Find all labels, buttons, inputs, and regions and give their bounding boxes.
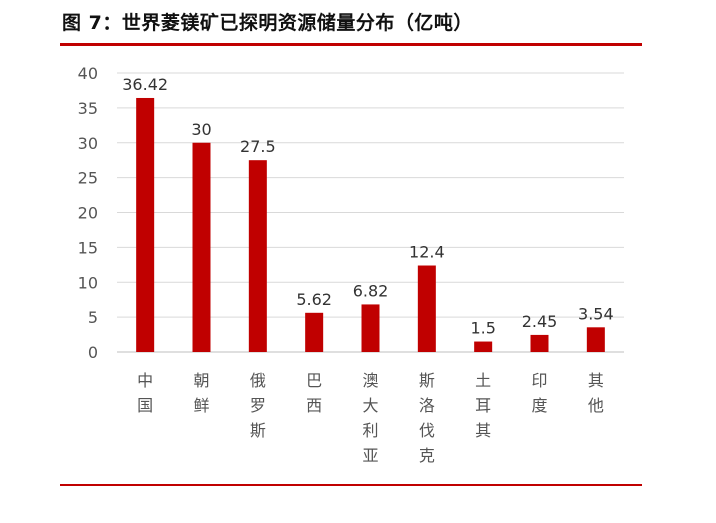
data-label: 12.4	[409, 243, 445, 262]
category-label: 斯洛伐克	[419, 371, 435, 465]
y-tick-label: 35	[78, 99, 98, 118]
bar	[305, 312, 324, 352]
bar	[586, 327, 605, 352]
bar	[248, 160, 267, 352]
bar	[361, 304, 380, 352]
category-label: 印度	[531, 371, 547, 415]
data-label: 1.5	[470, 319, 495, 338]
bar	[530, 334, 549, 352]
y-tick-label: 30	[78, 134, 98, 153]
category-label: 中国	[137, 371, 153, 415]
data-label: 3.54	[578, 304, 614, 323]
y-tick-label: 40	[78, 64, 98, 83]
data-label: 2.45	[522, 312, 558, 331]
data-label: 36.42	[122, 75, 168, 94]
category-label: 俄罗斯	[250, 371, 266, 440]
category-label: 澳大利亚	[362, 371, 378, 465]
y-tick-label: 15	[78, 238, 98, 257]
category-label: 朝鲜	[193, 371, 209, 415]
y-tick-label: 10	[78, 273, 98, 292]
y-tick-label: 5	[88, 308, 98, 327]
bar	[136, 97, 155, 353]
data-label: 6.82	[353, 281, 389, 300]
y-tick-label: 0	[88, 343, 98, 362]
category-label: 巴西	[306, 371, 322, 415]
y-tick-label: 20	[78, 204, 98, 223]
y-tick-label: 25	[78, 169, 98, 188]
top-rule	[60, 43, 642, 46]
data-label: 27.5	[240, 137, 276, 156]
figure-title: 图 7：世界菱镁矿已探明资源储量分布（亿吨）	[62, 12, 473, 34]
data-label: 30	[191, 120, 211, 139]
bar	[417, 265, 436, 352]
category-label: 其他	[588, 371, 604, 415]
bottom-rule	[60, 484, 642, 486]
data-label: 5.62	[296, 290, 332, 309]
bar	[192, 142, 211, 352]
category-label: 土耳其	[475, 371, 491, 440]
bar	[474, 341, 493, 352]
